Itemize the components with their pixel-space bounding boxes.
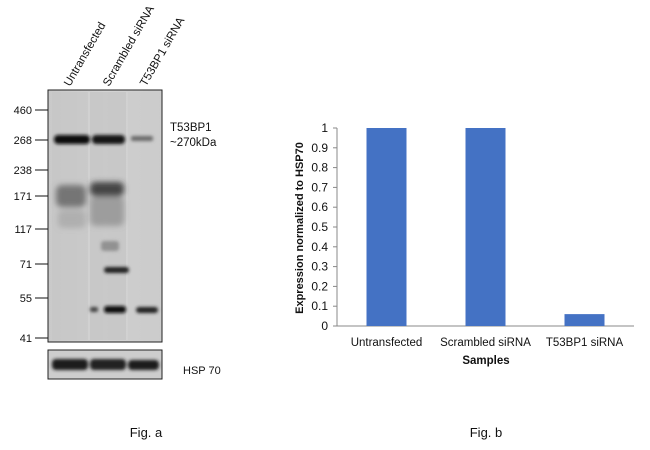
ladder-238: 238 [14, 165, 32, 177]
y-tick-label: 0.6 [311, 200, 328, 214]
band-71-region [101, 241, 129, 273]
bars [366, 128, 605, 326]
target-band-size: ~270kDa [170, 137, 217, 149]
ladder-55: 55 [20, 293, 32, 305]
figure-a-caption: Fig. a [130, 425, 163, 440]
ladder-71: 71 [20, 259, 32, 271]
blot-panel-hsp70 [47, 349, 163, 380]
ladder-41: 41 [20, 333, 32, 345]
y-tick-label: 0.5 [311, 220, 328, 234]
y-tick-label: 0.1 [311, 299, 328, 313]
loading-control-label: HSP 70 [183, 365, 221, 377]
band-171-region [56, 182, 124, 228]
bar-chart-figure: Expression normalized to HSP70 0 0.1 0.2 0.… [294, 121, 634, 440]
y-tick-label: 0.2 [311, 279, 328, 293]
ladder-460: 460 [14, 105, 32, 117]
y-tick-label: 0.4 [311, 240, 328, 254]
y-tick-label: 0 [321, 319, 328, 333]
blot-panel-main [47, 89, 163, 343]
band-t53bp1 [54, 135, 153, 144]
target-band-label: T53BP1 [170, 122, 212, 134]
y-tick-label: 1 [321, 121, 328, 135]
x-category-label: Untransfected [351, 337, 423, 349]
y-tick-label: 0.7 [311, 180, 328, 194]
band-50-region [90, 306, 158, 313]
ladder-268: 268 [14, 135, 32, 147]
lane-labels: Untransfected Scrambled siRNA T53BP1 siR… [62, 4, 187, 89]
western-blot-figure: Untransfected Scrambled siRNA T53BP1 siR… [14, 4, 221, 440]
ladder-171: 171 [14, 191, 32, 203]
x-axis-title: Samples [462, 355, 509, 367]
ladder-117: 117 [14, 224, 32, 236]
bar-t53bp1-sirna [564, 314, 605, 326]
x-category-label: T53BP1 siRNA [546, 337, 624, 349]
x-category-label: Scrambled siRNA [440, 337, 531, 349]
y-axis-title: Expression normalized to HSP70 [294, 142, 306, 314]
y-tick-label: 0.9 [311, 141, 328, 155]
y-tick-label: 0.3 [311, 260, 328, 274]
y-axis-ticks: 0 0.1 0.2 0.3 0.4 0.5 0.6 0.7 0.8 0.9 1 [311, 121, 337, 333]
x-axis-categories: Untransfected Scrambled siRNA T53BP1 siRNA [351, 337, 624, 349]
y-tick-label: 0.8 [311, 161, 328, 175]
lane-label-untransfected: Untransfected [62, 20, 108, 88]
ladder-markers: 460 268 238 171 117 71 55 41 [14, 105, 32, 345]
figure-b-caption: Fig. b [470, 425, 503, 440]
ladder-ticks [35, 109, 48, 339]
bar-untransfected [366, 128, 407, 326]
bar-scrambled-sirna [465, 128, 506, 326]
